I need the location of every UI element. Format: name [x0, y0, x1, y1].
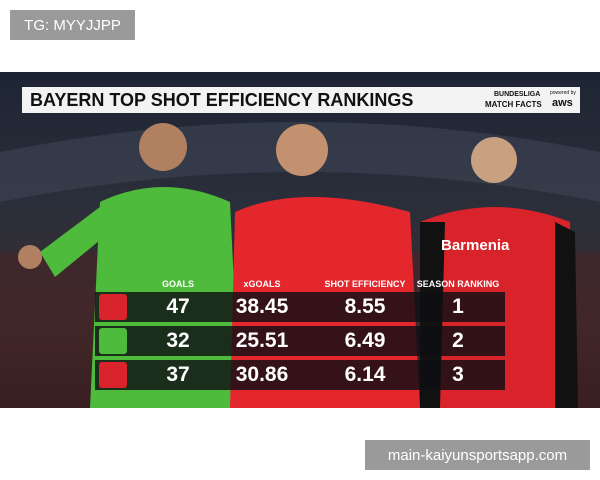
table-cell: 6.49 [344, 329, 386, 352]
table-cell: 3 [452, 363, 464, 386]
column-header: xGOALS [243, 279, 281, 289]
club-crest [99, 362, 127, 388]
table-row: 37 30.86 6.14 3 [95, 360, 505, 390]
table-row: 32 25.51 6.49 2 [95, 326, 505, 356]
logo-product: MATCH FACTS [485, 100, 542, 109]
table-cell: 30.86 [235, 363, 289, 386]
footer: main-kaiyunsportsapp.com [365, 440, 590, 470]
club-crest [99, 294, 127, 320]
column-header: GOALS [161, 279, 194, 289]
watermark: TG: MYYJJPP [10, 10, 135, 40]
logo-sponsor: aws [552, 97, 573, 109]
table-row: 47 38.45 8.55 1 [95, 292, 505, 322]
table-cell: 2 [452, 329, 464, 352]
table-cell: 25.51 [235, 329, 289, 352]
logo-powered: powered by [550, 90, 576, 96]
jersey-sponsor: Barmenia [441, 237, 510, 254]
title: BAYERN TOP SHOT EFFICIENCY RANKINGS [30, 90, 414, 110]
column-header: SEASON RANKING [416, 279, 500, 289]
table-cell: 6.14 [344, 363, 386, 386]
logo-brand: BUNDESLIGA [494, 91, 541, 98]
table-cell: 38.45 [235, 295, 289, 318]
column-header: SHOT EFFICIENCY [324, 279, 406, 289]
players: Barmenia [0, 122, 600, 408]
club-crest [99, 328, 127, 354]
table-cell: 1 [452, 295, 464, 318]
table-cell: 32 [166, 329, 190, 352]
table-cell: 8.55 [344, 295, 386, 318]
table-cell: 47 [166, 295, 190, 318]
title-bar: BAYERN TOP SHOT EFFICIENCY RANKINGS BUND… [22, 87, 580, 113]
table-cell: 37 [166, 363, 190, 386]
graphic: Barmenia BAYERN TOP SHOT EFFICIENCY RANK… [0, 72, 600, 408]
